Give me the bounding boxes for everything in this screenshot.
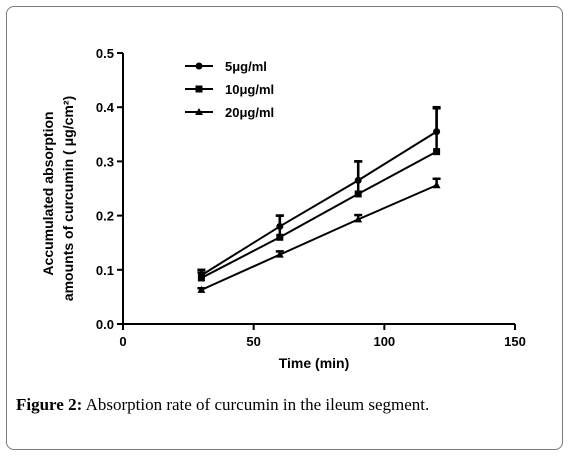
data-point bbox=[354, 215, 363, 223]
figure-caption: Figure 2: Absorption rate of curcumin in… bbox=[16, 395, 556, 415]
legend-marker bbox=[195, 108, 203, 115]
x-tick-label: 100 bbox=[373, 334, 395, 349]
x-axis-label: Time (min) bbox=[279, 355, 350, 371]
caption-text: Absorption rate of curcumin in the ileum… bbox=[82, 395, 430, 414]
y-tick-label: 0.0 bbox=[96, 317, 114, 332]
legend-label: 10μg/ml bbox=[225, 82, 274, 97]
y-tick-label: 0.5 bbox=[96, 46, 114, 61]
data-point bbox=[433, 148, 441, 156]
y-tick-label: 0.2 bbox=[96, 209, 114, 224]
figure-frame bbox=[6, 6, 563, 450]
data-point bbox=[197, 274, 205, 282]
series-line-3 bbox=[200, 184, 437, 291]
data-point bbox=[354, 190, 362, 198]
legend-marker bbox=[195, 85, 203, 93]
data-point bbox=[276, 233, 284, 241]
y-tick-label: 0.3 bbox=[96, 154, 114, 169]
data-point bbox=[275, 250, 284, 258]
x-tick-label: 50 bbox=[246, 334, 260, 349]
caption-label: Figure 2: bbox=[16, 395, 83, 414]
legend-label: 5μg/ml bbox=[225, 59, 267, 74]
series-line-2 bbox=[200, 150, 438, 279]
y-axis-label: Accumulated absorption bbox=[40, 111, 56, 275]
y-axis-label: amounts of curcumin ( μg/cm²) bbox=[60, 96, 76, 301]
y-tick-label: 0.4 bbox=[96, 100, 115, 115]
x-tick-label: 150 bbox=[504, 334, 526, 349]
series-line-1 bbox=[200, 130, 438, 277]
y-tick-label: 0.1 bbox=[96, 263, 114, 278]
legend-marker bbox=[195, 62, 203, 70]
x-tick-label: 0 bbox=[119, 334, 126, 349]
data-point bbox=[197, 285, 206, 293]
legend-label: 20μg/ml bbox=[225, 105, 274, 120]
chart: 0.0 0.1 0.2 0.3 0.4 0.5 0 50 100 150 Time (min) Acc… bbox=[40, 46, 526, 371]
data-point bbox=[432, 181, 441, 189]
